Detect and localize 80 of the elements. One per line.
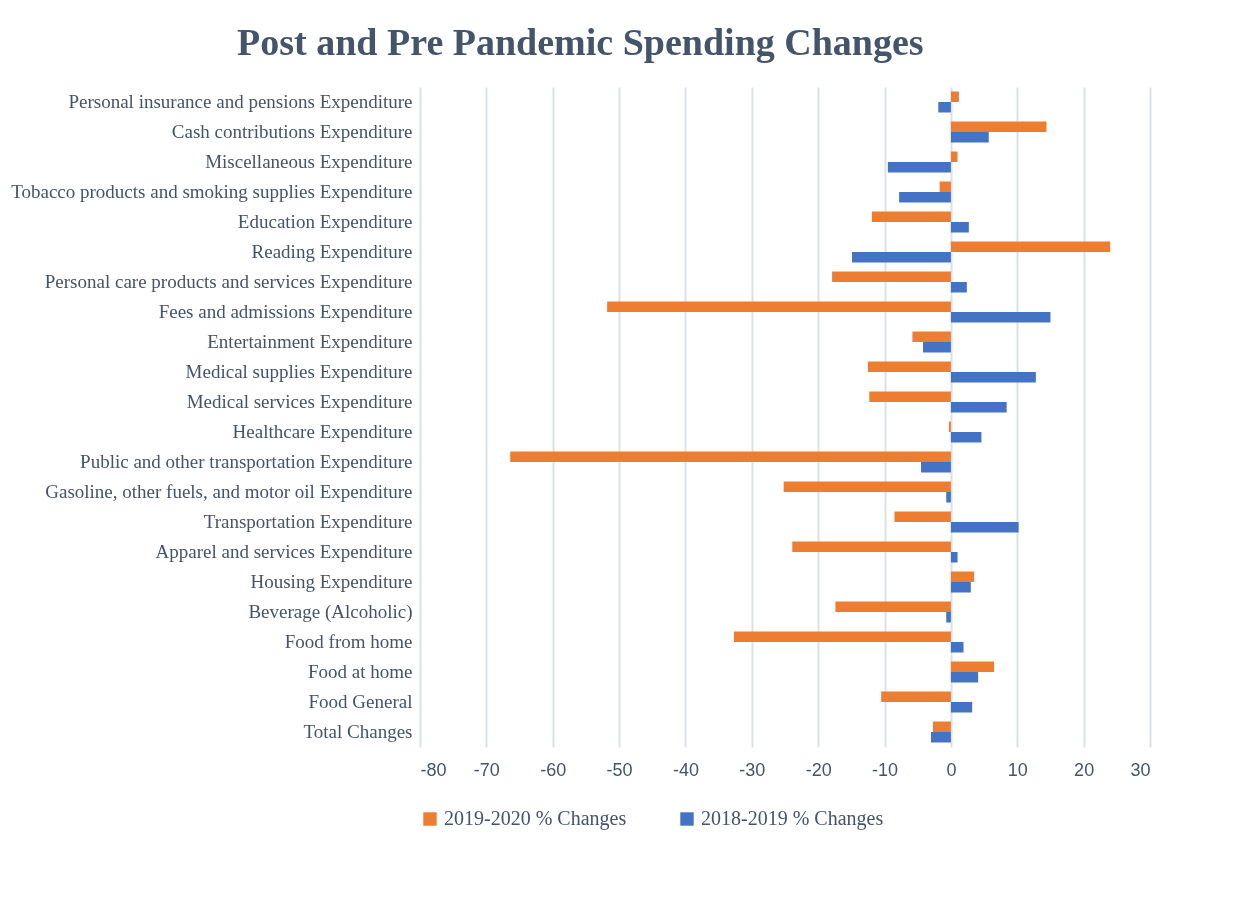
y-tick-label: Medical supplies Expenditure — [185, 361, 413, 382]
bar — [939, 181, 951, 192]
x-tick-label: -80 — [420, 759, 447, 780]
x-tick-label: -30 — [739, 759, 766, 780]
bar — [931, 732, 951, 743]
y-tick-label: Medical services Expenditure — [186, 391, 413, 412]
x-tick-label: -70 — [473, 759, 500, 780]
bar — [946, 612, 951, 623]
y-tick-label: Miscellaneous Expenditure — [205, 151, 413, 172]
bar — [733, 631, 951, 642]
bar — [950, 372, 1036, 383]
bar — [835, 601, 951, 612]
x-tick-label: -60 — [540, 759, 567, 780]
bar — [950, 121, 1047, 132]
bar — [950, 702, 973, 713]
chart-title: Post and Pre Pandemic Spending Changes — [237, 21, 924, 63]
y-tick-label: Food at home — [308, 661, 413, 682]
bar — [950, 432, 982, 443]
bar — [869, 391, 951, 402]
bar — [871, 211, 951, 222]
bar — [950, 312, 1051, 323]
bar — [852, 252, 951, 263]
legend-label: 2018-2019 % Changes — [701, 807, 884, 830]
bar — [510, 451, 951, 462]
x-tick-label: 20 — [1074, 759, 1095, 780]
y-tick-label: Beverage (Alcoholic) — [248, 601, 413, 623]
bar — [950, 642, 964, 653]
bar — [832, 271, 951, 282]
y-tick-label: Gasoline, other fuels, and motor oil Expenditure — [45, 481, 413, 502]
y-tick-label: Total Changes — [303, 721, 413, 742]
y-tick-label: Education Expenditure — [237, 211, 413, 232]
x-tick-label: -40 — [672, 759, 699, 780]
x-tick-label: 0 — [946, 759, 957, 780]
bar — [899, 192, 951, 203]
bar — [932, 721, 951, 732]
x-tick-label: 10 — [1007, 759, 1028, 780]
x-tick-label: -10 — [872, 759, 899, 780]
bar — [887, 162, 951, 173]
x-tick-label: -20 — [805, 759, 832, 780]
y-tick-label: Personal care products and services Expenditure — [44, 271, 413, 292]
bar — [950, 672, 979, 683]
y-tick-label: Apparel and services Expenditure — [155, 541, 413, 562]
bar — [950, 241, 1111, 252]
y-tick-label: Transportation Expenditure — [203, 511, 413, 532]
bar — [792, 541, 951, 552]
y-tick-label: Cash contributions Expenditure — [171, 121, 413, 142]
y-tick-label: Healthcare Expenditure — [232, 421, 413, 442]
y-tick-label: Food from home — [284, 631, 413, 652]
x-tick-label: 30 — [1130, 759, 1151, 780]
bar — [950, 571, 975, 582]
bar — [950, 552, 958, 563]
y-tick-label: Tobacco products and smoking supplies Expenditure — [11, 181, 413, 202]
bar — [950, 91, 959, 102]
bar — [950, 282, 967, 293]
y-tick-label: Fees and admissions Expenditure — [158, 301, 413, 322]
bar — [950, 222, 969, 233]
bar — [921, 462, 951, 473]
legend-label: 2019-2020 % Changes — [444, 807, 627, 830]
bar — [894, 511, 951, 522]
y-tick-label: Housing Expenditure — [250, 571, 413, 592]
bar — [607, 301, 951, 312]
bar — [923, 342, 951, 353]
bar — [950, 522, 1019, 533]
y-tick-label: Entertainment Expenditure — [207, 331, 413, 352]
x-tick-label: -50 — [606, 759, 633, 780]
y-tick-label: Reading Expenditure — [251, 241, 413, 262]
y-tick-label: Public and other transportation Expenditure — [80, 451, 413, 472]
bar — [867, 361, 951, 372]
bar — [950, 661, 995, 672]
bar — [950, 132, 989, 143]
bar — [950, 151, 958, 162]
bar — [912, 331, 951, 342]
bar — [881, 691, 951, 702]
bar — [938, 102, 951, 113]
y-tick-label: Food General — [308, 691, 413, 712]
bar — [950, 582, 971, 593]
bar — [946, 492, 951, 503]
bar — [950, 402, 1007, 413]
y-tick-label: Personal insurance and pensions Expenditure — [68, 91, 413, 112]
bar — [783, 481, 951, 492]
